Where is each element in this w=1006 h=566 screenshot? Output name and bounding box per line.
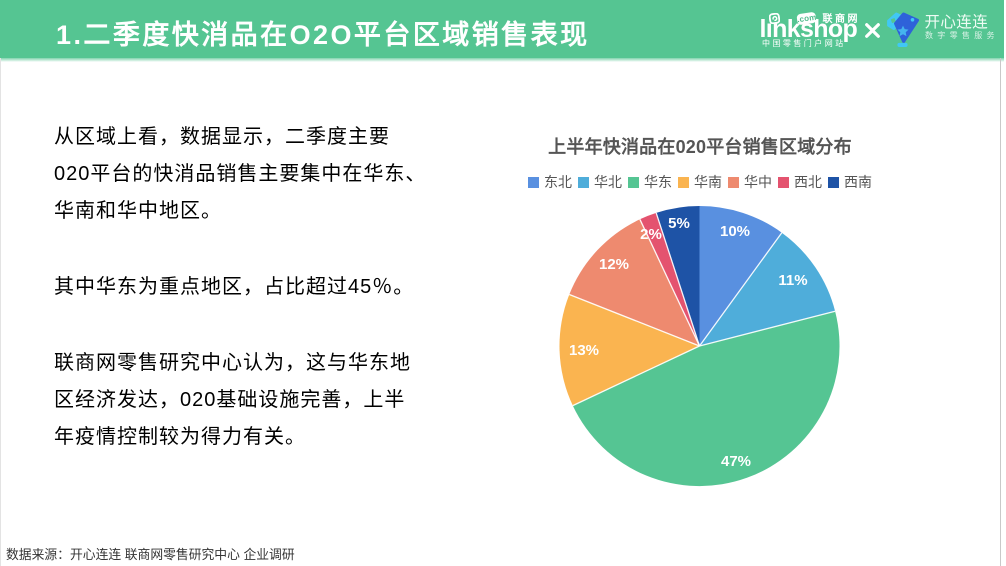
svg-text:13%: 13% bbox=[569, 342, 599, 359]
svg-text:2%: 2% bbox=[640, 226, 662, 243]
svg-text:47%: 47% bbox=[721, 453, 751, 470]
svg-text:5%: 5% bbox=[668, 215, 690, 232]
svg-text:11%: 11% bbox=[778, 272, 807, 289]
svg-text:10%: 10% bbox=[720, 223, 750, 240]
svg-text:12%: 12% bbox=[599, 256, 629, 273]
